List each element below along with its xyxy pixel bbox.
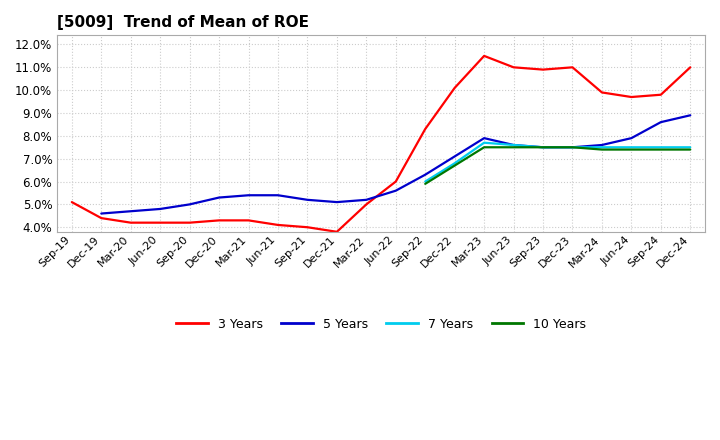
3 Years	[568, 65, 577, 70]
Line: 10 Years: 10 Years	[426, 147, 690, 184]
10 Years	[421, 181, 430, 187]
5 Years	[185, 202, 194, 207]
10 Years	[480, 145, 488, 150]
7 Years	[627, 145, 636, 150]
7 Years	[539, 145, 547, 150]
3 Years	[657, 92, 665, 97]
10 Years	[450, 163, 459, 168]
3 Years	[539, 67, 547, 72]
3 Years	[627, 94, 636, 99]
3 Years	[450, 85, 459, 91]
5 Years	[274, 193, 282, 198]
3 Years	[274, 222, 282, 227]
5 Years	[421, 172, 430, 177]
3 Years	[127, 220, 135, 225]
5 Years	[156, 206, 164, 212]
3 Years	[244, 218, 253, 223]
3 Years	[392, 179, 400, 184]
5 Years	[568, 145, 577, 150]
3 Years	[509, 65, 518, 70]
3 Years	[421, 126, 430, 132]
3 Years	[362, 202, 371, 207]
7 Years	[450, 161, 459, 166]
3 Years	[215, 218, 223, 223]
5 Years	[598, 143, 606, 148]
10 Years	[686, 147, 695, 152]
10 Years	[657, 147, 665, 152]
5 Years	[686, 113, 695, 118]
10 Years	[598, 147, 606, 152]
Line: 5 Years: 5 Years	[102, 115, 690, 213]
3 Years	[156, 220, 164, 225]
7 Years	[480, 140, 488, 145]
3 Years	[303, 224, 312, 230]
3 Years	[333, 229, 341, 235]
5 Years	[303, 197, 312, 202]
Line: 7 Years: 7 Years	[426, 143, 690, 182]
5 Years	[480, 136, 488, 141]
7 Years	[421, 179, 430, 184]
Legend: 3 Years, 5 Years, 7 Years, 10 Years: 3 Years, 5 Years, 7 Years, 10 Years	[171, 313, 591, 336]
3 Years	[686, 65, 695, 70]
5 Years	[127, 209, 135, 214]
7 Years	[568, 145, 577, 150]
3 Years	[68, 199, 76, 205]
5 Years	[392, 188, 400, 193]
5 Years	[333, 199, 341, 205]
5 Years	[657, 120, 665, 125]
5 Years	[450, 154, 459, 159]
5 Years	[97, 211, 106, 216]
5 Years	[539, 145, 547, 150]
3 Years	[185, 220, 194, 225]
7 Years	[598, 145, 606, 150]
10 Years	[509, 145, 518, 150]
Line: 3 Years: 3 Years	[72, 56, 690, 232]
5 Years	[362, 197, 371, 202]
5 Years	[215, 195, 223, 200]
3 Years	[598, 90, 606, 95]
10 Years	[627, 147, 636, 152]
7 Years	[657, 145, 665, 150]
7 Years	[686, 145, 695, 150]
3 Years	[97, 216, 106, 221]
5 Years	[509, 143, 518, 148]
5 Years	[627, 136, 636, 141]
Text: [5009]  Trend of Mean of ROE: [5009] Trend of Mean of ROE	[57, 15, 309, 30]
3 Years	[480, 53, 488, 59]
10 Years	[568, 145, 577, 150]
5 Years	[244, 193, 253, 198]
7 Years	[509, 143, 518, 148]
10 Years	[539, 145, 547, 150]
